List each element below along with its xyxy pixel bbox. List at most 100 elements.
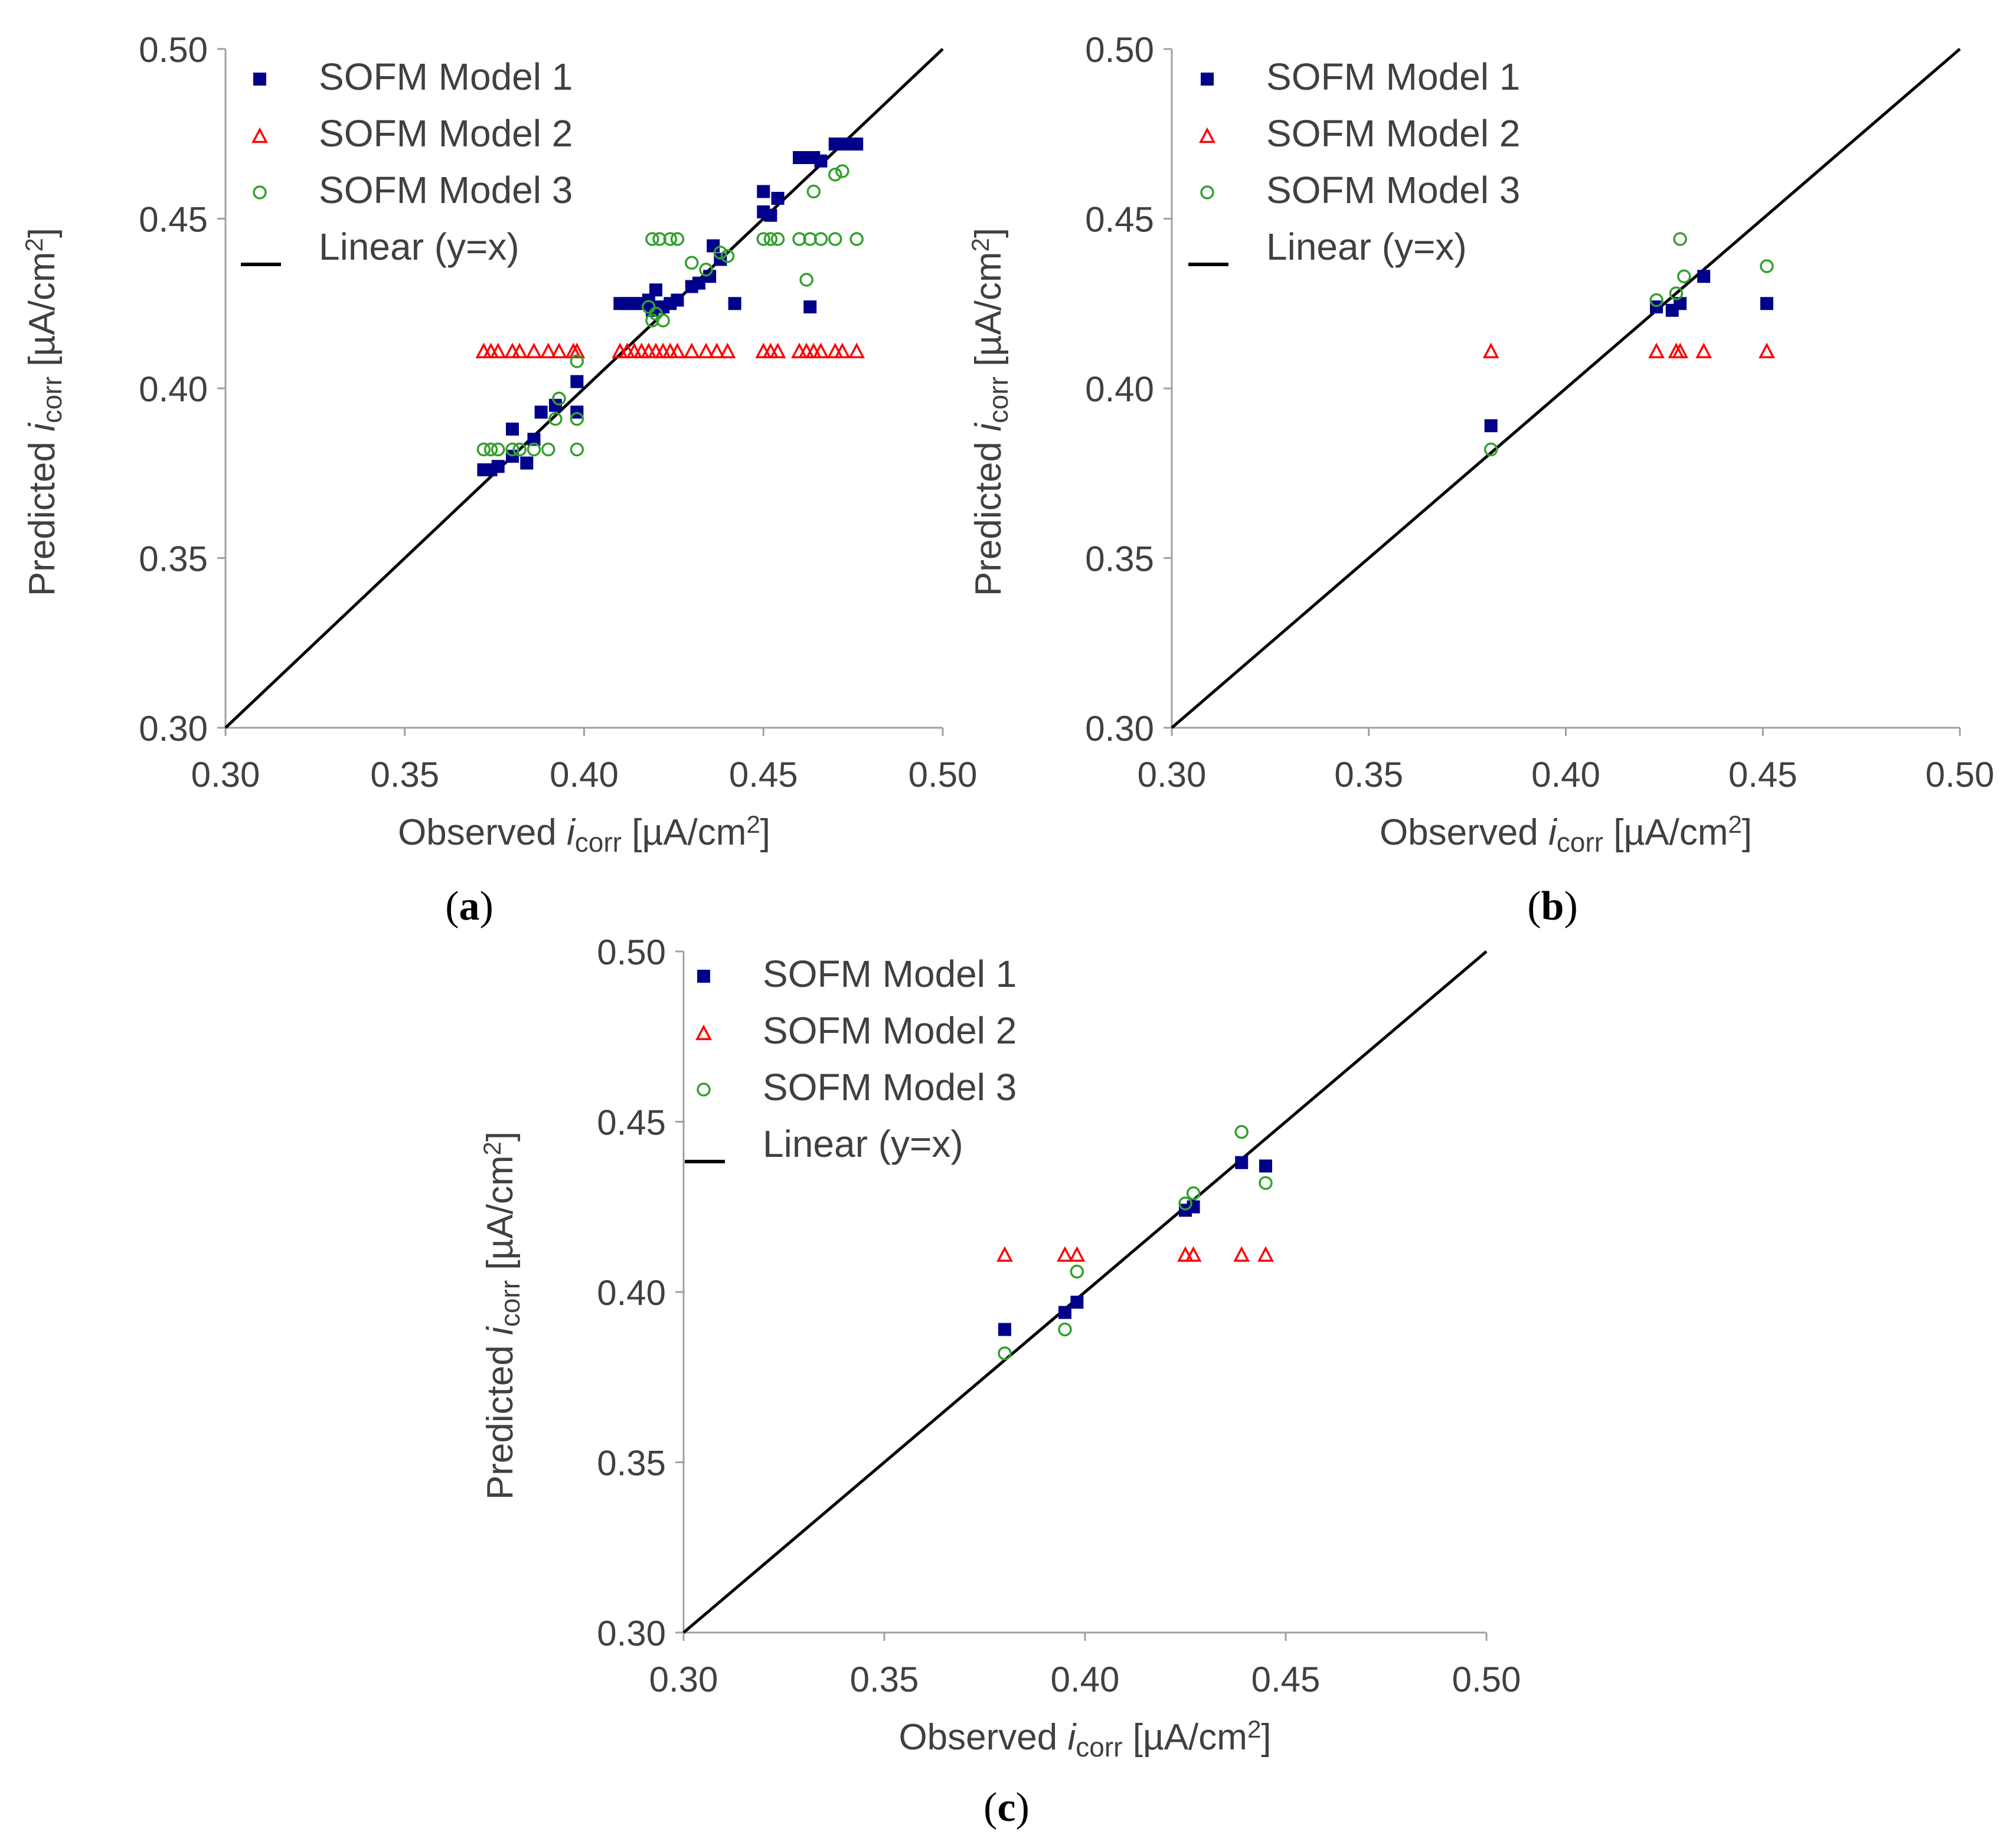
data-point (1648, 342, 1665, 358)
y-tick-label: 0.50 (139, 30, 208, 70)
y-tick-label: 0.40 (597, 1273, 666, 1313)
axis-title-word: Observed (398, 812, 557, 853)
axis-title-space (22, 431, 63, 441)
data-point (708, 342, 726, 358)
axis-title-space (480, 1335, 521, 1345)
legend-marker (697, 1082, 711, 1097)
y-tick-label: 0.35 (139, 539, 208, 579)
x-tick-label: 0.50 (909, 755, 978, 794)
legend-label: Linear (y=x) (319, 225, 519, 268)
data-point (534, 405, 548, 419)
data-point (814, 154, 828, 168)
data-point (1257, 1246, 1274, 1262)
y-tick-label: 0.30 (597, 1614, 666, 1653)
data-point (771, 192, 785, 205)
axis-title-unit: [µA/cm (22, 251, 63, 366)
legend-label: SOFM Model 3 (763, 1066, 1017, 1108)
data-point (757, 185, 770, 198)
y-tick-label: 0.35 (1085, 539, 1154, 579)
data-point (1673, 232, 1687, 246)
data-point (813, 232, 828, 246)
data-point (1058, 1306, 1071, 1319)
data-point (652, 232, 666, 246)
x-tick-label: 0.50 (1452, 1660, 1521, 1699)
legend-marker (697, 970, 710, 983)
axis-title-word: Predicted (480, 1345, 521, 1500)
data-point (506, 423, 519, 436)
panel-label: (a) (445, 884, 494, 929)
data-point (568, 342, 586, 358)
legend-label: SOFM Model 1 (763, 953, 1017, 995)
legend-label: SOFM Model 3 (319, 169, 573, 211)
data-point (476, 442, 491, 457)
data-point (685, 256, 699, 270)
series-sofm-model-3 (476, 164, 864, 457)
axis-title-space (968, 431, 1009, 441)
series-sofm-model-1 (998, 1156, 1272, 1336)
axis-title-symbol: i (1068, 1717, 1077, 1758)
data-point (527, 442, 541, 457)
legend-marker (251, 127, 268, 143)
panel-label-letter: b (1541, 884, 1564, 929)
axis-title-unit-close: ] (760, 812, 770, 853)
x-tick-label: 0.40 (550, 755, 619, 794)
x-tick-label: 0.35 (1334, 755, 1403, 794)
legend-label: SOFM Model 1 (1266, 55, 1520, 98)
data-point (1186, 1186, 1201, 1201)
x-tick-label: 0.50 (1926, 755, 1995, 794)
y-tick-label: 0.30 (139, 709, 208, 748)
x-tick-label: 0.30 (649, 1660, 718, 1699)
legend: SOFM Model 1 SOFM Model 2 SOFM Model 3 Line… (685, 953, 1017, 1165)
data-point (848, 342, 865, 358)
legend: SOFM Model 1 SOFM Model 2 SOFM Model 3 Line… (241, 55, 573, 268)
data-point (1233, 1246, 1250, 1262)
panel-label: (b) (1527, 884, 1578, 929)
data-point (548, 398, 562, 412)
panel-label-close: ) (1564, 884, 1577, 929)
panel-label-open: ( (445, 884, 459, 929)
axis-title-unit: [µA/cm (968, 251, 1009, 366)
data-point (570, 354, 584, 368)
legend-label: SOFM Model 2 (763, 1009, 1017, 1052)
data-point (996, 1246, 1013, 1262)
data-point (764, 208, 777, 222)
axis-title-unit-superscript: 2 (20, 238, 48, 251)
data-point (1760, 297, 1773, 310)
data-point (812, 342, 829, 358)
data-point (850, 138, 864, 151)
data-point (1185, 1246, 1202, 1262)
data-point (828, 168, 842, 182)
data-point (540, 342, 557, 358)
data-point (552, 391, 566, 405)
data-point (1235, 1156, 1249, 1169)
legend-label: Linear (y=x) (1266, 225, 1467, 268)
data-point (512, 442, 527, 457)
data-point (698, 342, 714, 358)
x-tick-label: 0.45 (1728, 755, 1798, 794)
data-point (769, 342, 786, 358)
axis-title-unit-close: ] (1742, 812, 1752, 853)
axis-title-word: Predicted (968, 441, 1009, 596)
axis-title-unit: [µA/cm (1133, 1717, 1247, 1758)
data-point (1759, 342, 1775, 358)
axis-title-space (22, 367, 63, 377)
panel-label: (c) (983, 1785, 1030, 1830)
data-point (656, 313, 670, 328)
axis-title-unit-close: ] (1261, 1717, 1271, 1758)
legend-marker (1201, 73, 1214, 86)
data-point (792, 232, 806, 246)
data-point (806, 184, 821, 199)
axis-title-subscript: corr (575, 827, 622, 858)
data-point (489, 342, 506, 358)
y-tick-label: 0.50 (597, 933, 666, 972)
axis-title-space (622, 812, 632, 853)
data-point (770, 232, 785, 246)
axis-title-word: Observed (898, 1717, 1057, 1758)
legend-label: SOFM Model 2 (1266, 112, 1520, 155)
y-tick-label: 0.40 (1085, 369, 1154, 409)
data-point (998, 1323, 1011, 1336)
axis-title-unit: [µA/cm (1613, 812, 1728, 853)
data-point (570, 442, 584, 457)
x-tick-label: 0.45 (1251, 1660, 1321, 1699)
